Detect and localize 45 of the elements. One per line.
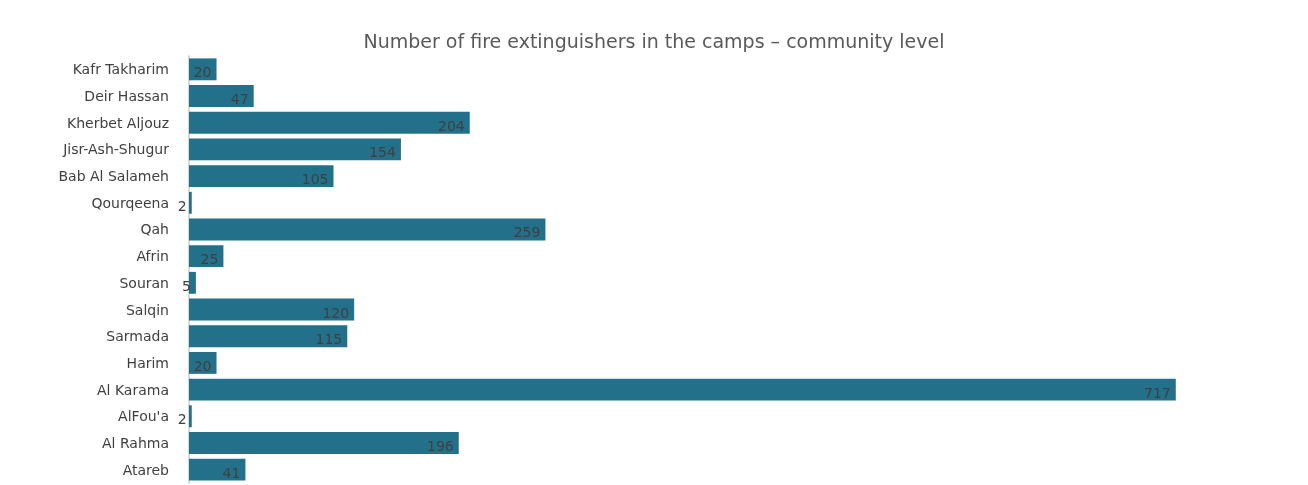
bar <box>189 458 246 481</box>
y-tick-label: Qah <box>140 221 169 238</box>
bar <box>189 298 355 321</box>
y-tick-label: Al Karama <box>97 381 169 398</box>
bar <box>189 191 192 214</box>
bar <box>189 111 470 134</box>
bar <box>189 378 1176 401</box>
data-label: 2 <box>177 197 187 214</box>
bar <box>189 218 546 241</box>
bar <box>189 85 254 107</box>
data-label: 105 <box>301 171 329 188</box>
bar <box>189 405 192 428</box>
data-label: 20 <box>193 64 212 81</box>
y-tick-label: Kherbet Aljouz <box>66 114 169 131</box>
bar <box>189 432 459 454</box>
data-label: 115 <box>315 331 343 348</box>
y-tick-label: Afrin <box>136 248 169 265</box>
y-tick-label: Souran <box>119 274 169 291</box>
data-label: 120 <box>322 304 350 321</box>
y-tick-label: Atareb <box>122 461 170 478</box>
bar <box>189 271 196 294</box>
data-label: 717 <box>1144 384 1171 401</box>
bar <box>189 325 348 348</box>
data-label: 259 <box>513 224 541 241</box>
y-tick-label: Salqin <box>125 301 169 318</box>
data-label: 20 <box>193 357 212 374</box>
chart-title: Number of fire extinguishers in the camps – community level <box>363 29 945 52</box>
data-label: 196 <box>427 437 454 454</box>
y-tick-label: Bab Al Salameh <box>58 168 169 185</box>
data-label: 2 <box>177 411 187 428</box>
data-label: 154 <box>369 144 397 161</box>
y-tick-label: Al Rahma <box>101 434 169 451</box>
data-label: 25 <box>200 251 219 268</box>
data-label: 47 <box>230 91 249 108</box>
y-tick-label: Kafr Takharim <box>72 61 169 78</box>
y-tick-label: Deir Hassan <box>84 88 169 105</box>
y-tick-label: Sarmada <box>106 328 169 345</box>
data-label: 41 <box>222 464 241 481</box>
y-tick-label: AlFou'a <box>118 408 169 425</box>
bar <box>189 138 401 161</box>
y-tick-label: Jisr-Ash-Shugur <box>62 141 170 158</box>
data-label: 204 <box>438 117 465 134</box>
bar <box>189 165 334 188</box>
y-tick-label: Qourqeena <box>91 194 169 211</box>
y-tick-label: Harim <box>126 354 169 371</box>
